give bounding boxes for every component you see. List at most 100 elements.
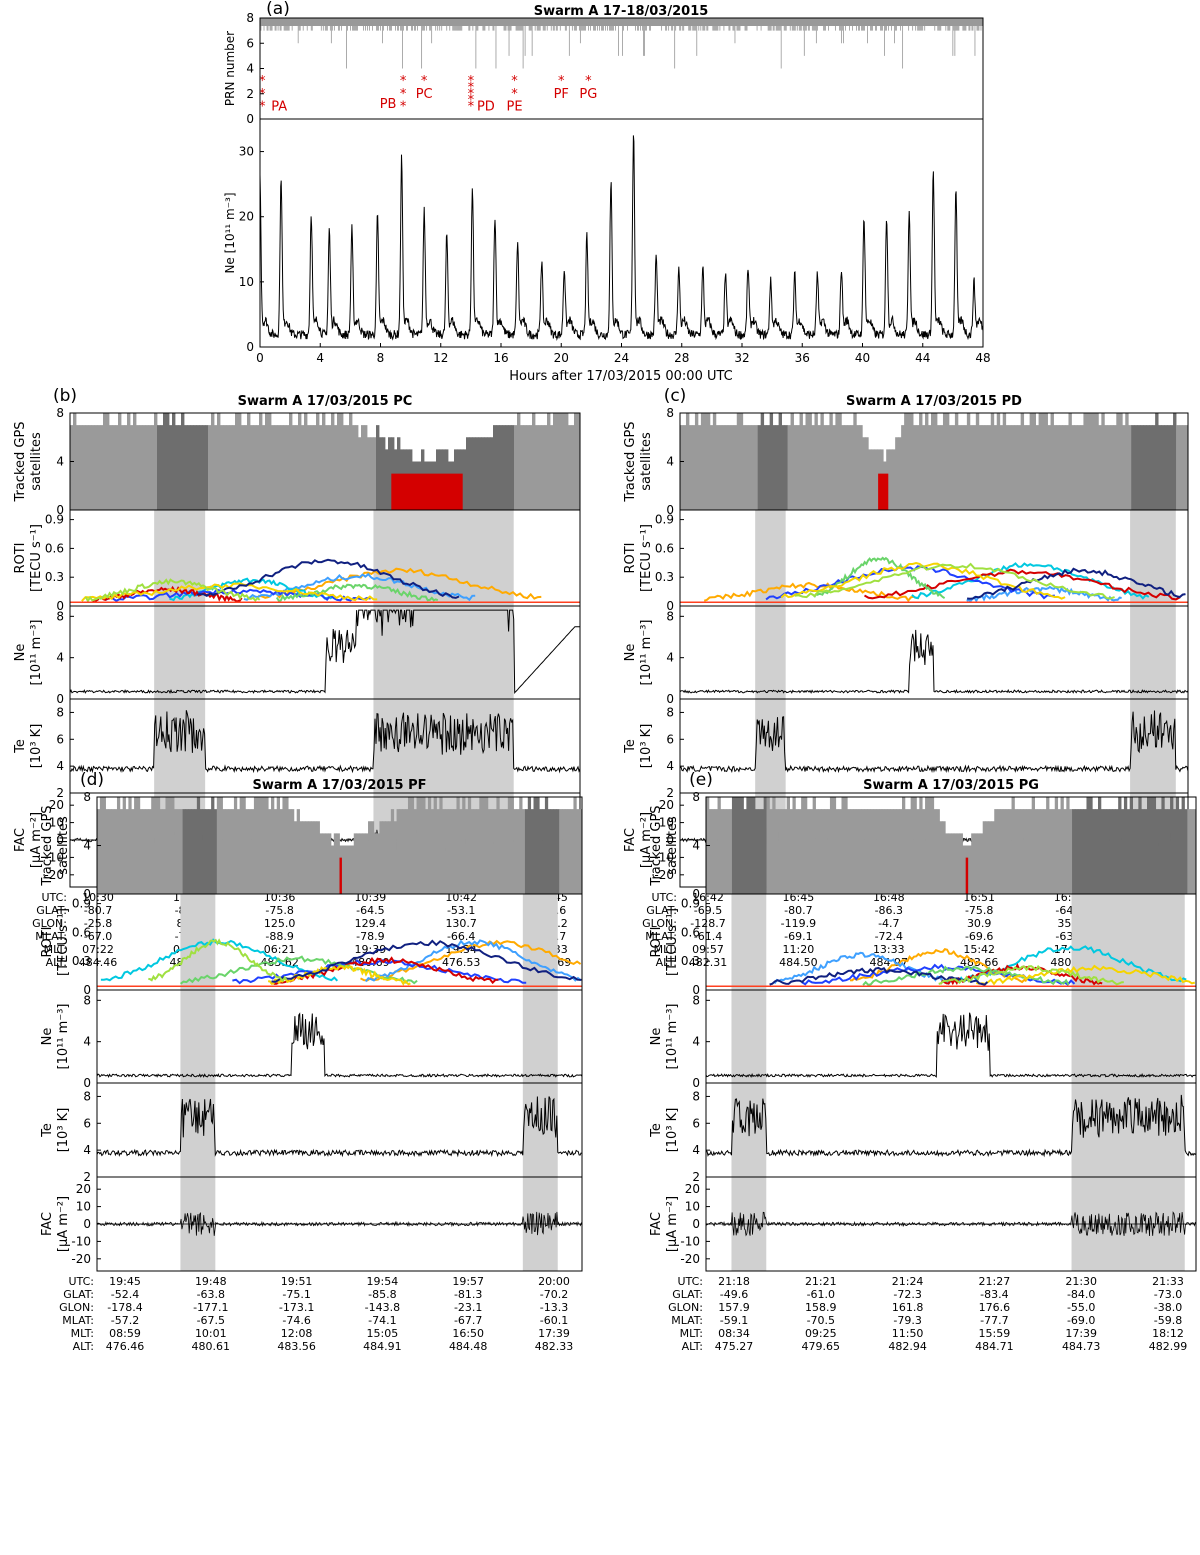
gps-bar xyxy=(925,413,929,510)
footer-row-label: UTC: xyxy=(68,1275,94,1288)
y-tick-label: 6 xyxy=(692,1116,700,1130)
gps-bar xyxy=(1170,425,1174,510)
ne-tick-label: 30 xyxy=(239,145,254,159)
footer-value: 12:08 xyxy=(281,1327,313,1340)
y-tick-label: 0 xyxy=(666,692,674,706)
footer-value: -4.7 xyxy=(878,917,899,930)
y-tick-label: 0 xyxy=(56,833,64,847)
gps-bar xyxy=(188,809,192,894)
gps-bar xyxy=(1138,797,1142,894)
y-tick-label: 8 xyxy=(83,790,91,804)
gps-bar xyxy=(124,425,128,510)
gps-bar xyxy=(142,425,146,510)
panel-a-xlabel: Hours after 17/03/2015 00:00 UTC xyxy=(509,369,733,384)
gps-bar xyxy=(919,413,923,510)
gps-bar xyxy=(913,425,917,510)
gps-bar xyxy=(835,809,839,894)
gps-bar xyxy=(1176,425,1180,510)
gps-bar xyxy=(532,413,536,510)
gps-bar xyxy=(103,413,107,510)
gps-bar xyxy=(291,809,295,894)
event-marker: * xyxy=(468,74,475,89)
event-label: PE xyxy=(507,99,523,114)
gps-bar xyxy=(251,809,255,894)
footer-row-label: ALT: xyxy=(73,1340,94,1353)
gps-bar xyxy=(274,425,278,510)
gps-bar xyxy=(1095,413,1099,510)
gps-bar xyxy=(174,809,178,894)
gps-bar xyxy=(913,797,917,894)
gps-bar xyxy=(425,809,429,894)
event-marker: * xyxy=(421,74,428,89)
gps-bar xyxy=(682,425,687,510)
gps-bar xyxy=(1185,425,1189,510)
y-tick-label: 0.3 xyxy=(72,954,91,968)
footer-value: -69.6 xyxy=(965,930,993,943)
gps-bar xyxy=(855,809,860,894)
gps-bar xyxy=(577,413,581,510)
gps-bar xyxy=(370,437,374,510)
shade-region xyxy=(373,606,514,699)
y-tick-label: 0.6 xyxy=(681,925,700,939)
gps-bar xyxy=(703,413,708,510)
gps-bar xyxy=(565,413,569,510)
y-tick-label: 8 xyxy=(692,1089,700,1103)
gps-bar xyxy=(367,437,371,510)
prn-frame xyxy=(259,17,984,120)
y-tick-label: 10 xyxy=(76,1200,91,1214)
gps-bar xyxy=(1143,425,1147,510)
footer-value: -61.4 xyxy=(694,930,722,943)
gps-bar xyxy=(191,809,195,894)
y-label-line1: FAC xyxy=(40,1212,55,1236)
gps-bar xyxy=(343,425,347,510)
gps-red-bar xyxy=(391,473,463,510)
gps-red-bar xyxy=(339,857,342,894)
gps-bar xyxy=(835,413,839,510)
gps-bar xyxy=(316,821,320,894)
gps-bar xyxy=(356,833,360,894)
gps-bar xyxy=(757,425,762,510)
gps-bar xyxy=(213,809,218,894)
gps-bar xyxy=(1068,413,1072,510)
y-label-line2: satellites xyxy=(665,816,680,875)
footer-value: -49.6 xyxy=(720,1288,748,1301)
gps-bar xyxy=(322,413,326,510)
y-tick-label: 0 xyxy=(666,503,674,517)
gps-bar xyxy=(798,809,802,894)
gps-bar xyxy=(1167,425,1171,510)
gps-bar xyxy=(865,437,869,510)
gps-bar xyxy=(841,797,845,894)
gps-bar xyxy=(953,833,958,894)
shade-region xyxy=(731,894,767,990)
gps-bar xyxy=(211,413,215,510)
footer-value: 21:18 xyxy=(718,1275,750,1288)
gps-bar xyxy=(975,413,980,510)
gps-bar xyxy=(157,425,161,510)
gps-bar xyxy=(328,425,332,510)
gps-red-bar xyxy=(965,857,969,894)
footer-value: -77.7 xyxy=(980,1314,1008,1327)
gps-bar xyxy=(1116,413,1120,510)
gps-bar xyxy=(226,425,230,510)
gps-bar xyxy=(870,809,874,894)
panel-title: Swarm A 17/03/2015 PG xyxy=(863,778,1039,793)
gps-bar xyxy=(259,413,263,510)
gps-bar xyxy=(530,809,534,894)
gps-bar xyxy=(559,413,563,510)
gps-bar xyxy=(930,797,935,894)
gps-bar xyxy=(361,425,365,510)
gps-bar xyxy=(70,425,74,510)
gps-bar xyxy=(407,797,412,894)
gps-bar xyxy=(1089,413,1093,510)
gps-bar xyxy=(193,425,197,510)
gps-bar xyxy=(353,833,358,894)
event-marker: * xyxy=(259,99,266,114)
gps-bar xyxy=(993,425,998,510)
gps-bar xyxy=(815,809,819,894)
gps-bar xyxy=(365,833,369,894)
y-tick-label: 0 xyxy=(56,692,64,706)
gps-bar xyxy=(1144,809,1148,894)
shade-region xyxy=(1130,510,1176,606)
gps-bar xyxy=(179,809,183,894)
gps-bar xyxy=(853,809,857,894)
